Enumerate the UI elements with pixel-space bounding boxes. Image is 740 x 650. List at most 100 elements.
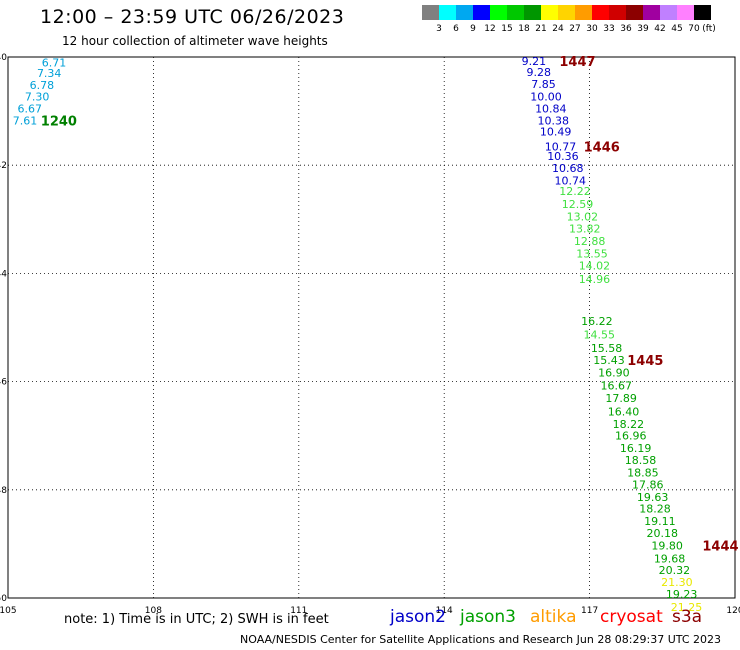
wave-height-label: 10.68: [552, 162, 584, 175]
wave-height-label: 17.86: [632, 478, 664, 491]
legend-bin-label: 36: [620, 24, 632, 34]
pass-time-label: 1444: [702, 540, 738, 555]
legend-swatch: [490, 5, 507, 20]
wave-height-label: 9.28: [526, 66, 551, 79]
wave-height-label: 7.61: [13, 114, 38, 127]
chart-title: 12:00 – 23:59 UTC 06/26/2023: [40, 6, 345, 28]
legend-swatch: [643, 5, 660, 20]
legend-swatch: [422, 5, 439, 20]
x-tick-label: 105: [0, 606, 17, 616]
legend-swatch: [592, 5, 609, 20]
y-tick-label: 50: [0, 594, 7, 604]
wave-height-label: 18.28: [639, 503, 671, 516]
wave-height-label: 19.68: [654, 553, 686, 566]
legend-bin-label: 12: [484, 24, 496, 34]
wave-height-label: 14.96: [579, 273, 611, 286]
wave-height-label: 19.11: [644, 515, 676, 528]
wave-height-label: 7.85: [531, 78, 556, 91]
satellite-label-jason3: jason3: [460, 607, 516, 627]
x-tick-label: 108: [145, 606, 162, 616]
wave-height-label: 13.55: [576, 247, 608, 260]
x-tick-label: 114: [436, 606, 453, 616]
legend-unit-label: (ft): [702, 24, 716, 34]
x-tick-label: 111: [290, 606, 307, 616]
pass-time-label: 1447: [559, 55, 595, 70]
legend-swatch: [626, 5, 643, 20]
wave-height-label: 12.59: [562, 198, 594, 211]
legend-swatch: [456, 5, 473, 20]
satellite-label-s3a: s3a: [672, 607, 703, 627]
plot-frame: [7, 56, 736, 599]
wave-height-label: 18.85: [627, 466, 659, 479]
wave-height-label: 16.90: [598, 366, 630, 379]
wave-height-label: 7.34: [37, 67, 62, 80]
wave-height-label: 18.22: [613, 418, 645, 431]
wave-height-label: 19.23: [666, 588, 698, 601]
satellite-label-cryosat: cryosat: [600, 607, 663, 627]
wave-height-label: 12.88: [574, 235, 606, 248]
legend-bin-label: 39: [637, 24, 649, 34]
y-tick-label: 42: [0, 161, 7, 171]
wave-height-label: 16.96: [615, 430, 647, 443]
y-tick-label: 44: [0, 269, 7, 279]
wave-height-label: 15.58: [591, 342, 623, 355]
legend-swatch: [575, 5, 592, 20]
wave-height-label: 9.21: [522, 55, 547, 68]
legend-swatch: [507, 5, 524, 20]
wave-height-label: 20.18: [647, 527, 679, 540]
legend-bin-label: 9: [470, 24, 476, 34]
wave-height-label: 21.30: [661, 576, 693, 589]
wave-height-label: 6.71: [42, 56, 67, 69]
wave-height-label: 16.19: [620, 442, 652, 455]
legend-swatch: [541, 5, 558, 20]
wave-height-label: 16.67: [601, 379, 633, 392]
wave-height-label: 10.74: [554, 174, 586, 187]
wave-height-label: 14.02: [579, 259, 611, 272]
wave-height-label: 10.77: [545, 140, 577, 153]
legend-swatch: [524, 5, 541, 20]
legend-bin-label: 30: [586, 24, 598, 34]
legend-swatch: [694, 5, 711, 20]
pass-time-label: 1240: [41, 114, 77, 129]
wave-height-label: 20.32: [659, 564, 691, 577]
legend-bin-label: 6: [453, 24, 459, 34]
y-tick-label: 40: [0, 53, 7, 63]
wave-height-label: 10.36: [547, 150, 579, 163]
legend-bin-label: 27: [569, 24, 581, 34]
satellite-label-altika: altika: [530, 607, 577, 627]
wave-height-label: 17.89: [605, 392, 637, 405]
legend-swatch: [439, 5, 456, 20]
legend-bin-label: 3: [436, 24, 442, 34]
wave-height-label: 10.00: [530, 90, 562, 103]
wave-height-label: 6.78: [30, 79, 55, 92]
wave-height-label: 21.25: [671, 601, 703, 614]
wave-height-label: 15.43: [593, 354, 625, 367]
wave-height-label: 13.82: [569, 222, 601, 235]
footer-note: note: 1) Time is in UTC; 2) SWH is in fe…: [64, 612, 329, 627]
wave-height-label: 10.38: [538, 114, 570, 127]
pass-time-label: 1446: [584, 140, 620, 155]
x-tick-label: 120: [726, 606, 740, 616]
wave-height-label: 16.22: [581, 315, 613, 328]
wave-height-label: 13.02: [567, 211, 599, 224]
legend-swatch: [660, 5, 677, 20]
satellite-label-jason2: jason2: [390, 607, 446, 627]
legend-bin-label: 18: [518, 24, 530, 34]
wave-height-label: 14.55: [584, 329, 616, 342]
wave-height-label: 19.63: [637, 491, 669, 504]
y-tick-label: 48: [0, 486, 7, 496]
legend-bin-label: 21: [535, 24, 547, 34]
legend-bin-label: 45: [671, 24, 683, 34]
legend-bin-label: 24: [552, 24, 564, 34]
credit-line: NOAA/NESDIS Center for Satellite Applica…: [240, 633, 722, 646]
wave-height-label: 12.22: [559, 185, 591, 198]
legend-swatch: [677, 5, 694, 20]
wave-height-label: 18.58: [625, 454, 657, 467]
legend-bin-label: 70: [688, 24, 700, 34]
legend-swatch: [473, 5, 490, 20]
legend-bin-label: 15: [501, 24, 513, 34]
wave-height-label: 10.84: [535, 102, 567, 115]
wave-height-label: 19.80: [651, 540, 683, 553]
wave-height-label: 6.67: [18, 102, 43, 115]
pass-time-label: 1445: [627, 354, 663, 369]
